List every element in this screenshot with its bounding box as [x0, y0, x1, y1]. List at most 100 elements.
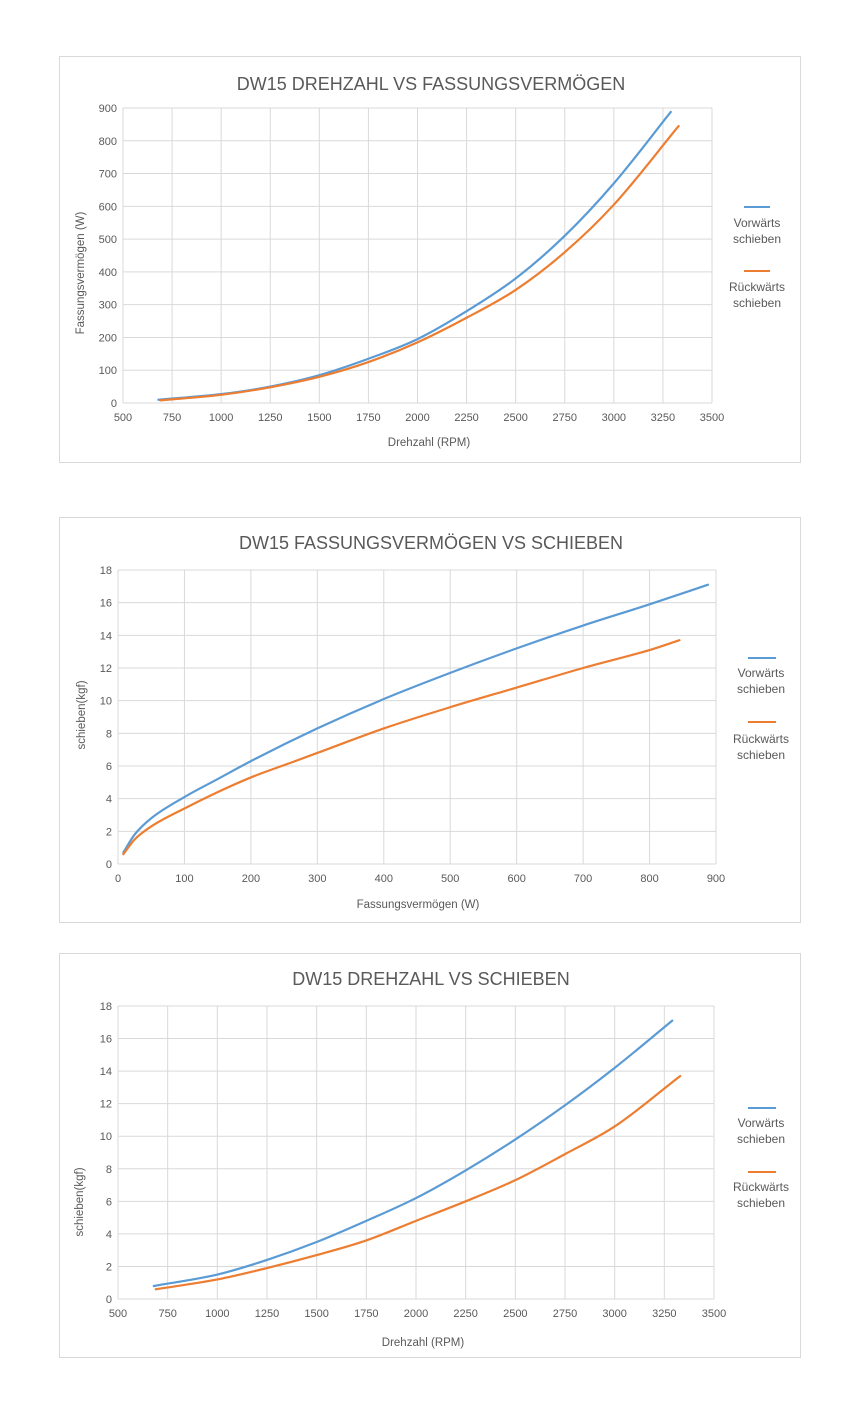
y-tick-label: 8 — [106, 1164, 112, 1176]
chart-title: DW15 DREHZAHL VS SCHIEBEN — [292, 969, 569, 989]
x-tick-label: 3000 — [602, 412, 626, 424]
series-line-rueckwaerts — [122, 639, 681, 856]
y-tick-label: 2 — [106, 826, 112, 838]
legend-label-vorwaerts-line2: schieben — [737, 682, 785, 696]
series-line-rueckwaerts — [159, 124, 680, 402]
legend-label-vorwaerts-line1: Vorwärts — [738, 1116, 785, 1130]
legend-label-rueckwaerts-line2: schieben — [737, 1196, 785, 1210]
y-tick-label: 10 — [100, 696, 112, 708]
tick-labels: 0 100 200 300 400 500 600 700 800 900 0 2 4 6 8 10 12 14 1… — [100, 565, 725, 885]
y-tick-label: 300 — [99, 300, 117, 312]
series-line-vorwaerts — [122, 583, 710, 854]
y-tick-label: 600 — [99, 201, 117, 213]
legend-label-rueckwaerts-line1: Rückwärts — [733, 732, 789, 746]
series-line-rueckwaerts — [154, 1074, 682, 1291]
y-tick-label: 6 — [106, 1196, 112, 1208]
x-tick-label: 1750 — [356, 412, 380, 424]
y-tick-label: 14 — [100, 1066, 112, 1078]
y-tick-label: 500 — [99, 234, 117, 246]
x-tick-label: 1750 — [354, 1308, 378, 1320]
chart-svg: DW15 FASSUNGSVERMÖGEN VS SCHIEBEN Fassun… — [76, 533, 789, 911]
chart-panel-drehzahl-vs-fassungsvermoegen: DW15 DREHZAHL VS FASSUNGSVERMÖGEN Drehza… — [59, 56, 801, 463]
legend-label-rueckwaerts-line2: schieben — [733, 296, 781, 310]
y-tick-label: 12 — [100, 663, 112, 675]
chart-title: DW15 DREHZAHL VS FASSUNGSVERMÖGEN — [237, 74, 625, 94]
y-tick-label: 4 — [106, 794, 112, 806]
legend: Vorwärts schieben Rückwärts schieben — [733, 1107, 789, 1210]
y-tick-label: 18 — [100, 1001, 112, 1013]
legend-label-vorwaerts-line2: schieben — [733, 232, 781, 246]
x-tick-label: 1000 — [209, 412, 233, 424]
y-tick-label: 18 — [100, 565, 112, 577]
x-tick-label: 3250 — [652, 1308, 676, 1320]
legend-label-vorwaerts-line1: Vorwärts — [734, 216, 781, 230]
y-tick-label: 0 — [106, 859, 112, 871]
tick-labels: 500 750 1000 1250 1500 1750 2000 2250 2500 2750 30… — [99, 103, 725, 424]
x-tick-label: 200 — [242, 873, 260, 885]
x-tick-label: 1000 — [205, 1308, 229, 1320]
series-line-vorwaerts — [152, 1019, 674, 1288]
x-tick-label: 2000 — [405, 412, 429, 424]
x-tick-label: 2500 — [503, 1308, 527, 1320]
x-tick-label: 750 — [158, 1308, 176, 1320]
chart-panel-drehzahl-vs-schieben: DW15 DREHZAHL VS SCHIEBEN Drehzahl (RPM)… — [59, 953, 801, 1358]
x-tick-label: 0 — [115, 873, 121, 885]
legend-label-rueckwaerts-line1: Rückwärts — [729, 280, 785, 294]
x-tick-label: 300 — [308, 873, 326, 885]
gridlines — [117, 1005, 715, 1300]
x-axis-title: Drehzahl (RPM) — [388, 437, 471, 449]
y-tick-label: 12 — [100, 1099, 112, 1111]
y-tick-label: 4 — [106, 1229, 112, 1241]
x-tick-label: 500 — [114, 412, 132, 424]
x-tick-label: 100 — [175, 873, 193, 885]
x-axis-title: Fassungsvermögen (W) — [357, 899, 480, 911]
gridlines — [122, 107, 713, 404]
chart-panel-fassungsvermoegen-vs-schieben: DW15 FASSUNGSVERMÖGEN VS SCHIEBEN Fassun… — [59, 517, 801, 923]
legend: Vorwärts schieben Rückwärts schieben — [733, 657, 789, 762]
y-tick-label: 2 — [106, 1261, 112, 1273]
y-axis-title: schieben(kgf) — [76, 680, 88, 749]
y-axis-title: Fassungsvermögen (W) — [75, 211, 87, 334]
chart-title: DW15 FASSUNGSVERMÖGEN VS SCHIEBEN — [239, 533, 623, 553]
x-tick-label: 1250 — [258, 412, 282, 424]
y-tick-label: 100 — [99, 365, 117, 377]
legend-label-rueckwaerts-line1: Rückwärts — [733, 1180, 789, 1194]
y-tick-label: 6 — [106, 761, 112, 773]
x-tick-label: 800 — [640, 873, 658, 885]
x-tick-label: 400 — [375, 873, 393, 885]
legend: Vorwärts schieben Rückwärts schieben — [729, 206, 785, 310]
y-tick-label: 0 — [111, 398, 117, 410]
x-axis-title: Drehzahl (RPM) — [382, 1337, 465, 1349]
x-tick-label: 1250 — [255, 1308, 279, 1320]
y-tick-label: 16 — [100, 1034, 112, 1046]
x-tick-label: 2250 — [453, 1308, 477, 1320]
x-tick-label: 2250 — [454, 412, 478, 424]
x-tick-label: 3500 — [702, 1308, 726, 1320]
series-line-vorwaerts — [157, 110, 672, 401]
legend-label-vorwaerts-line1: Vorwärts — [738, 666, 785, 680]
x-tick-label: 2750 — [553, 412, 577, 424]
x-tick-label: 900 — [707, 873, 725, 885]
x-tick-label: 700 — [574, 873, 592, 885]
x-tick-label: 500 — [109, 1308, 127, 1320]
x-tick-label: 3500 — [700, 412, 724, 424]
x-tick-label: 500 — [441, 873, 459, 885]
x-tick-label: 750 — [163, 412, 181, 424]
x-tick-label: 2750 — [553, 1308, 577, 1320]
y-tick-label: 16 — [100, 598, 112, 610]
y-axis-title: schieben(kgf) — [74, 1167, 86, 1236]
legend-label-rueckwaerts-line2: schieben — [737, 748, 785, 762]
legend-label-vorwaerts-line2: schieben — [737, 1132, 785, 1146]
y-tick-label: 400 — [99, 267, 117, 279]
chart-svg: DW15 DREHZAHL VS SCHIEBEN Drehzahl (RPM)… — [74, 969, 789, 1349]
x-tick-label: 3250 — [651, 412, 675, 424]
chart-svg: DW15 DREHZAHL VS FASSUNGSVERMÖGEN Drehza… — [75, 74, 785, 449]
x-tick-label: 3000 — [602, 1308, 626, 1320]
x-tick-label: 1500 — [307, 412, 331, 424]
y-tick-label: 10 — [100, 1131, 112, 1143]
x-tick-label: 2000 — [404, 1308, 428, 1320]
y-tick-label: 14 — [100, 630, 112, 642]
y-tick-label: 0 — [106, 1294, 112, 1306]
x-tick-label: 1500 — [304, 1308, 328, 1320]
y-tick-label: 8 — [106, 728, 112, 740]
